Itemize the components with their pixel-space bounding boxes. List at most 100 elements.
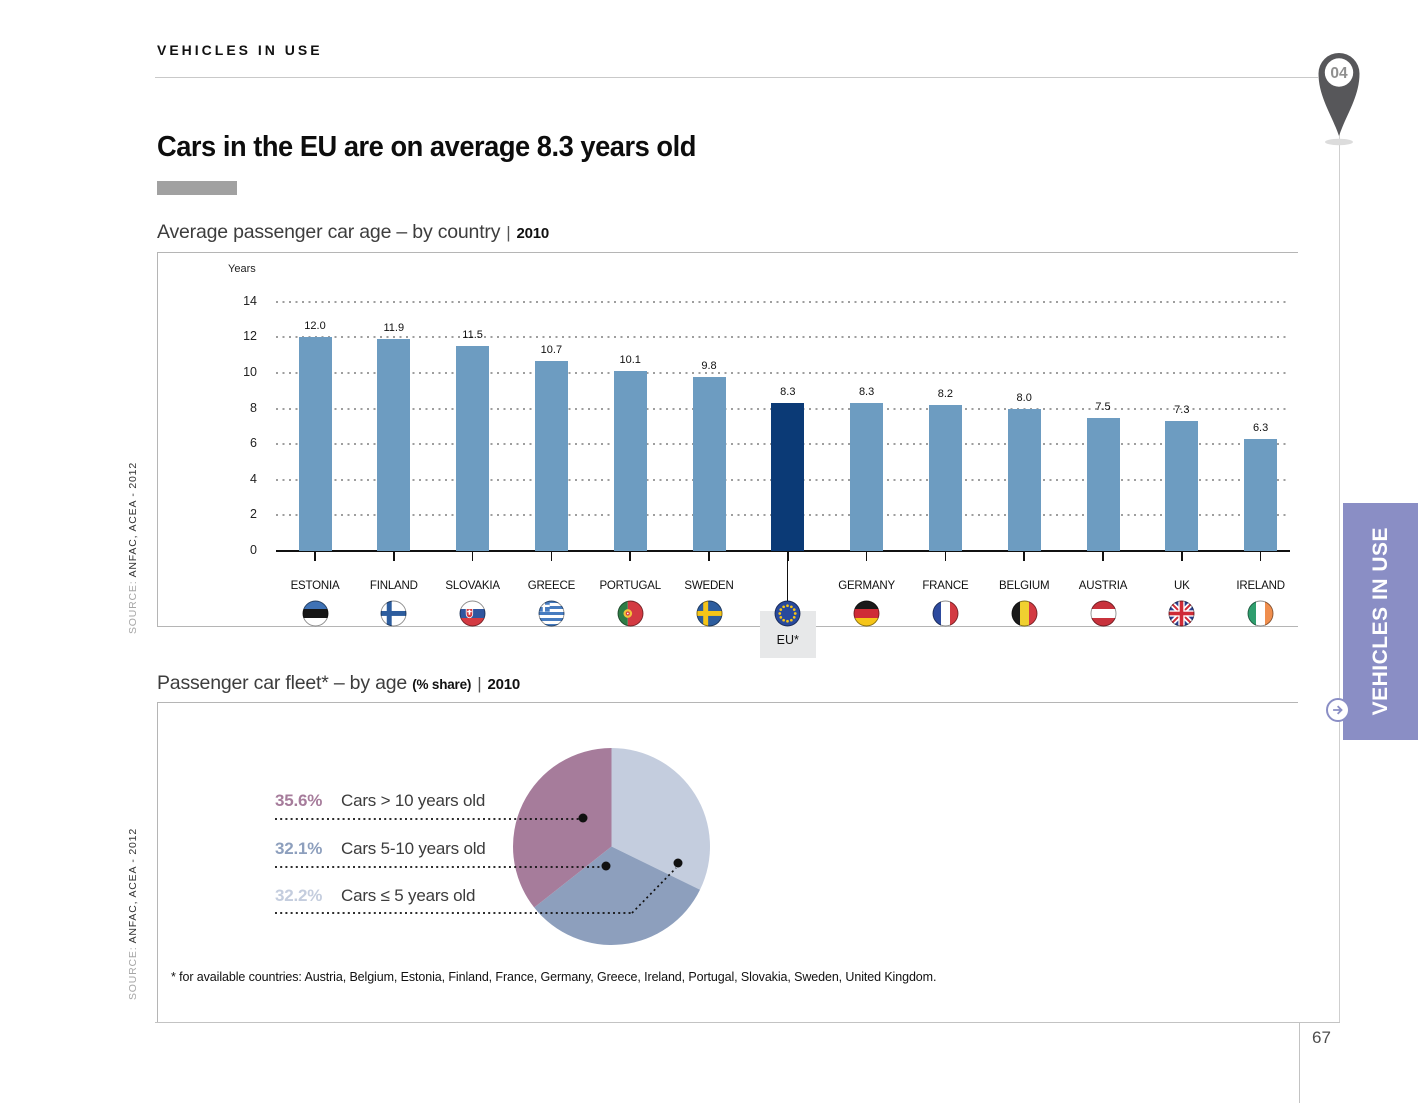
y-tick-label-0: 0 <box>250 543 257 557</box>
bar-portugal <box>613 371 647 551</box>
flag-eu-icon <box>774 600 801 627</box>
margin-guide-line <box>1339 133 1340 1022</box>
category-label-germany: GERMANY <box>838 580 895 592</box>
legend-percent-1: 32.1% <box>275 839 323 858</box>
category-label-sweden: SWEDEN <box>684 580 734 592</box>
pie-chart-frame <box>157 702 1298 1023</box>
x-axis-tick-germany <box>865 552 868 561</box>
source-note-chart2: SOURCE: ANFAC, ACEA - 2012 <box>127 828 139 1000</box>
category-label-estonia: ESTONIA <box>290 580 340 592</box>
legend-percent-2: 32.2% <box>275 886 323 905</box>
bar-value-belgium: 8.0 <box>1016 391 1032 404</box>
bar-value-sweden: 9.8 <box>701 359 717 372</box>
bar-value-estonia: 12.0 <box>304 320 326 333</box>
y-tick-label-4: 4 <box>250 471 257 486</box>
y-tick-label-12: 12 <box>243 329 257 344</box>
bar-sweden <box>692 376 726 551</box>
y-tick-label-14: 14 <box>243 293 257 308</box>
page-title: Cars in the EU are on average 8.3 years … <box>157 131 696 163</box>
category-label-greece: GREECE <box>527 580 576 592</box>
bar-greece <box>534 360 568 551</box>
side-tab-arrow-button[interactable] <box>1326 698 1350 722</box>
bar-value-finland: 11.9 <box>383 322 405 335</box>
flag-belgium-icon <box>1011 600 1038 627</box>
source-note-chart1: SOURCE: ANFAC, ACEA - 2012 <box>127 462 139 634</box>
y-tick-label-8: 8 <box>250 400 257 415</box>
title-underline-swatch <box>157 181 237 195</box>
bar-uk <box>1165 421 1199 551</box>
footnote: * for available countries: Austria, Belg… <box>171 970 937 984</box>
source-value: ANFAC, ACEA - 2012 <box>127 828 139 944</box>
source-value: ANFAC, ACEA - 2012 <box>127 462 139 578</box>
eu-callout-connector <box>787 552 789 602</box>
bar-finland <box>377 339 411 551</box>
legend-label-2: Cars ≤ 5 years old <box>341 886 476 905</box>
x-axis-tick-finland <box>393 552 395 561</box>
pie-slice-0 <box>512 747 611 908</box>
category-label-belgium: BELGIUM <box>999 580 1050 592</box>
chart2-title-year: 2010 <box>487 676 521 693</box>
chart1-title-separator: | <box>506 223 511 242</box>
source-label: SOURCE: <box>127 580 139 634</box>
chart1-title-text: Average passenger car age – by country <box>157 221 501 243</box>
bar-value-uk: 7.3 <box>1174 404 1190 417</box>
legend-label-1: Cars 5-10 years old <box>341 839 486 858</box>
bar-ireland <box>1244 438 1278 551</box>
bar-value-portugal: 10.1 <box>619 354 641 367</box>
bar-value-greece: 10.7 <box>540 343 563 356</box>
legend-leader-lines <box>157 702 1297 1022</box>
legend-label-0: Cars > 10 years old <box>341 791 486 810</box>
flag-ireland-icon <box>1247 600 1274 627</box>
x-axis-tick-austria <box>1102 552 1104 561</box>
flag-uk-icon <box>1168 600 1195 627</box>
bar-eu <box>771 403 805 551</box>
y-tick-label-2: 2 <box>250 507 257 522</box>
bar-value-slovakia: 11.5 <box>462 329 483 342</box>
flag-france-icon <box>932 600 959 627</box>
bar-slovakia <box>456 346 490 551</box>
pie-slice-1 <box>533 846 700 945</box>
x-axis-tick-slovakia <box>471 552 474 561</box>
category-label-slovakia: SLOVAKIA <box>445 580 500 592</box>
flag-germany-icon <box>853 600 880 627</box>
x-axis-line <box>276 550 1290 552</box>
category-label-uk: UK <box>1174 580 1190 592</box>
legend-percent-0: 35.6% <box>275 791 323 810</box>
bar-value-france: 8.2 <box>937 388 954 401</box>
category-label-eu: EU* <box>776 633 799 647</box>
category-label-ireland: IRELAND <box>1236 580 1285 592</box>
flag-austria-icon <box>1090 600 1117 627</box>
side-tab-label: VEHICLES IN USE <box>1368 527 1392 716</box>
bar-germany <box>850 403 884 551</box>
y-axis-unit-label: Years <box>228 263 256 275</box>
pie-graphic <box>511 746 712 947</box>
x-axis-tick-france <box>944 552 947 561</box>
chart1-title-year: 2010 <box>516 225 550 242</box>
flag-sweden-icon <box>696 600 723 627</box>
side-tab-vehicles-in-use[interactable]: VEHICLES IN USE <box>1343 503 1418 740</box>
x-axis-tick-ireland <box>1259 552 1262 561</box>
bar-estonia <box>298 337 332 551</box>
footer-rule <box>155 1022 1340 1023</box>
y-tick-label-10: 10 <box>243 365 257 379</box>
bar-france <box>928 405 962 551</box>
x-axis-tick-sweden <box>708 552 710 561</box>
map-pin-icon: 04 <box>1318 52 1360 146</box>
x-axis-tick-greece <box>550 552 553 561</box>
source-label: SOURCE: <box>127 946 139 1000</box>
flag-portugal-icon <box>617 600 644 627</box>
bar-value-eu: 8.3 <box>780 386 796 399</box>
flag-slovakia-icon <box>459 600 486 627</box>
pie-slice-2 <box>611 747 710 890</box>
x-axis-tick-uk <box>1181 552 1183 561</box>
chart1-title: Average passenger car age – by country | 2… <box>157 221 549 244</box>
arrow-right-icon <box>1333 705 1343 715</box>
flag-finland-icon <box>380 600 407 627</box>
bar-belgium <box>1007 408 1041 551</box>
section-pin-badge: 04 <box>1309 44 1369 154</box>
x-axis-tick-estonia <box>314 552 316 561</box>
bar-austria <box>1086 417 1120 551</box>
chart2-title-separator: | <box>477 674 482 693</box>
x-axis-tick-portugal <box>629 552 631 561</box>
